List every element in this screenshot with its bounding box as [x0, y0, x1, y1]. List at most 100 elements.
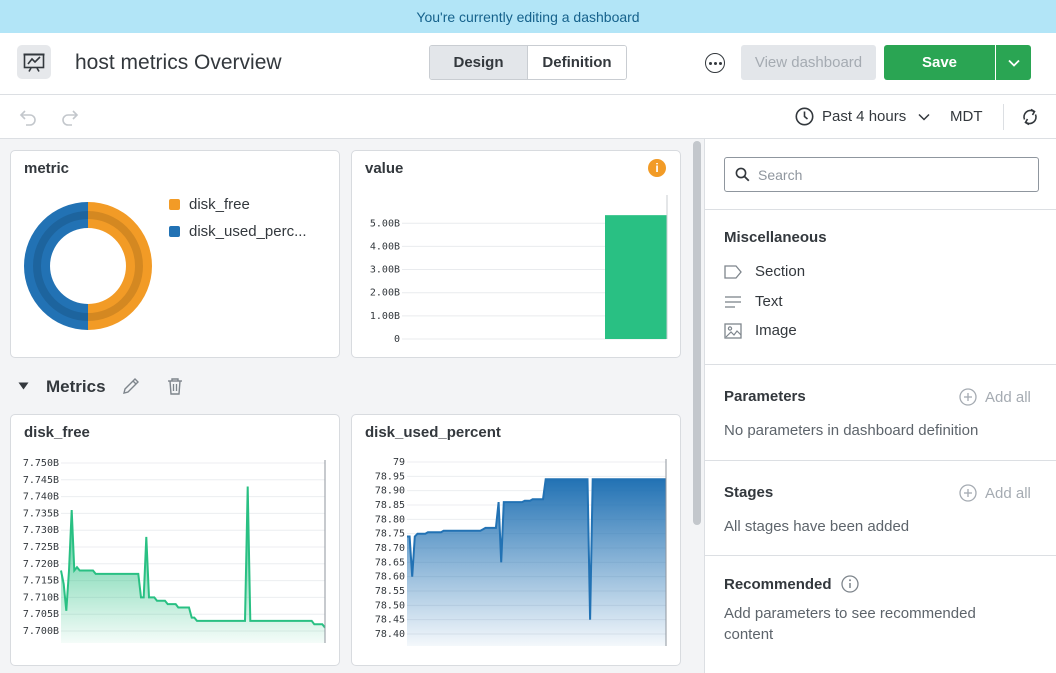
- y-tick-label: 7.720B: [23, 559, 59, 570]
- card-disk-free[interactable]: disk_free 7.750B 7.745B 7.740B 7.735B 7.730B…: [10, 414, 340, 666]
- mode-tabs: Design Definition: [429, 45, 627, 80]
- bar[interactable]: [605, 215, 667, 339]
- donut-slice-shade: [33, 211, 89, 321]
- widget-item-label: Text: [755, 293, 783, 310]
- widget-item-section[interactable]: Section: [724, 263, 805, 280]
- area-fill: [407, 479, 666, 646]
- misc-heading: Miscellaneous: [724, 229, 827, 246]
- toolbar: Past 4 hours MDT: [0, 96, 1056, 139]
- undo-icon[interactable]: [17, 108, 37, 126]
- time-range-picker[interactable]: Past 4 hours: [795, 107, 930, 126]
- parameters-add-all[interactable]: Add all: [959, 388, 1031, 406]
- page-title: host metrics Overview: [75, 51, 282, 74]
- widget-item-image[interactable]: Image: [724, 322, 797, 339]
- banner-text: You're currently editing a dashboard: [416, 8, 640, 25]
- recommended-title: Recommended: [724, 575, 832, 593]
- pencil-icon[interactable]: [121, 376, 141, 396]
- legend-label: disk_used_perc...: [189, 223, 307, 240]
- widget-item-text[interactable]: Text: [724, 293, 783, 310]
- legend-item: disk_free: [169, 196, 250, 213]
- save-button[interactable]: Save: [884, 45, 995, 80]
- y-tick-label: 78.85: [375, 500, 405, 511]
- y-tick-label: 7.710B: [23, 592, 59, 603]
- y-tick-label: 0: [394, 334, 400, 345]
- series-line[interactable]: [407, 478, 666, 620]
- legend-label: disk_free: [189, 196, 250, 213]
- time-range-label: Past 4 hours: [822, 108, 907, 125]
- disk-used-chart: 79 78.95 78.90 78.85 78.80 78.75 78.70 78.65 78.…: [375, 457, 667, 646]
- y-tick-label: 5.00B: [370, 218, 400, 229]
- search-icon: [735, 167, 750, 182]
- y-tick-label: 7.700B: [23, 626, 59, 637]
- save-options-button[interactable]: [996, 45, 1031, 80]
- redo-icon[interactable]: [61, 108, 81, 126]
- card-title: disk_used_percent: [365, 424, 501, 441]
- dashboard-icon: [17, 45, 51, 79]
- y-tick-label: 78.80: [375, 514, 405, 525]
- add-all-label: Add all: [985, 388, 1031, 406]
- toolbar-divider: [1003, 104, 1004, 130]
- view-dashboard-button[interactable]: View dashboard: [741, 45, 876, 80]
- dashboard-canvas: metric disk_free disk_used_perc... value…: [0, 139, 704, 673]
- tab-design[interactable]: Design: [430, 46, 528, 79]
- add-all-label: Add all: [985, 484, 1031, 502]
- dashboard-header: host metrics Overview Design Definition …: [0, 33, 1056, 95]
- chevron-down-icon: [1007, 59, 1020, 67]
- card-title: value: [365, 160, 404, 177]
- widget-item-label: Section: [755, 263, 806, 280]
- widget-panel: Miscellaneous Section Text Image Paramet…: [704, 139, 1056, 673]
- editing-banner: You're currently editing a dashboard: [0, 0, 1056, 33]
- y-tick-label: 78.55: [375, 586, 405, 597]
- widget-item-label: Image: [755, 322, 797, 339]
- legend-swatch: [169, 226, 180, 237]
- clock-icon: [795, 107, 814, 126]
- bar-chart: 5.00B 4.00B 3.00B 2.00B 1.00B 0: [370, 195, 668, 345]
- chevron-down-icon: [918, 113, 930, 121]
- panel-divider: [705, 555, 1056, 556]
- y-tick-label: 7.735B: [23, 508, 59, 519]
- panel-divider: [705, 364, 1056, 365]
- legend-swatch: [169, 199, 180, 210]
- y-tick-label: 7.745B: [23, 475, 59, 486]
- y-tick-label: 78.90: [375, 486, 405, 497]
- y-tick-label: 7.740B: [23, 492, 59, 503]
- y-tick-label: 3.00B: [370, 265, 400, 276]
- y-tick-label: 78.75: [375, 529, 405, 540]
- disk-free-chart: 7.750B 7.745B 7.740B 7.735B 7.730B 7.725B 7.72…: [23, 458, 326, 643]
- y-tick-label: 78.45: [375, 615, 405, 626]
- y-tick-label: 1.00B: [370, 311, 400, 322]
- info-icon[interactable]: i: [648, 159, 666, 177]
- info-icon[interactable]: [840, 575, 859, 593]
- card-disk-used-percent[interactable]: disk_used_percent 79 78.95 78.90 78.85 78.80…: [351, 414, 681, 666]
- legend-item: disk_used_perc...: [169, 223, 307, 240]
- stages-add-all[interactable]: Add all: [959, 484, 1031, 502]
- more-options-icon[interactable]: [705, 53, 725, 73]
- section-title: Metrics: [46, 377, 106, 396]
- card-metric[interactable]: metric disk_free disk_used_perc...: [10, 150, 340, 358]
- card-title: disk_free: [24, 424, 90, 441]
- card-value[interactable]: value i 5.00B 4.00B 3.00B 2.00B 1.00B 0: [351, 150, 681, 358]
- search-field[interactable]: [724, 157, 1039, 192]
- canvas-scrollbar[interactable]: [693, 141, 701, 525]
- stages-heading: Stages: [724, 484, 774, 501]
- panel-divider: [705, 460, 1056, 461]
- plus-circle-icon: [959, 388, 977, 406]
- y-tick-label: 78.70: [375, 543, 405, 554]
- y-tick-label: 78.40: [375, 629, 405, 640]
- donut-slice-shade: [87, 211, 143, 321]
- refresh-icon[interactable]: [1020, 107, 1040, 127]
- timezone-selector[interactable]: MDT: [950, 108, 983, 125]
- donut-slice[interactable]: [88, 202, 152, 330]
- y-tick-label: 79: [393, 457, 405, 468]
- panel-divider: [705, 209, 1056, 210]
- y-tick-label: 7.705B: [23, 609, 59, 620]
- caret-down-icon[interactable]: [18, 382, 29, 390]
- trash-icon[interactable]: [165, 376, 185, 396]
- tab-definition[interactable]: Definition: [528, 46, 626, 79]
- donut-slice[interactable]: [24, 202, 88, 330]
- section-header: Metrics: [0, 372, 690, 402]
- series-line[interactable]: [60, 486, 326, 629]
- y-tick-label: 78.95: [375, 471, 405, 482]
- card-title: metric: [24, 160, 70, 177]
- search-input[interactable]: [758, 166, 1018, 183]
